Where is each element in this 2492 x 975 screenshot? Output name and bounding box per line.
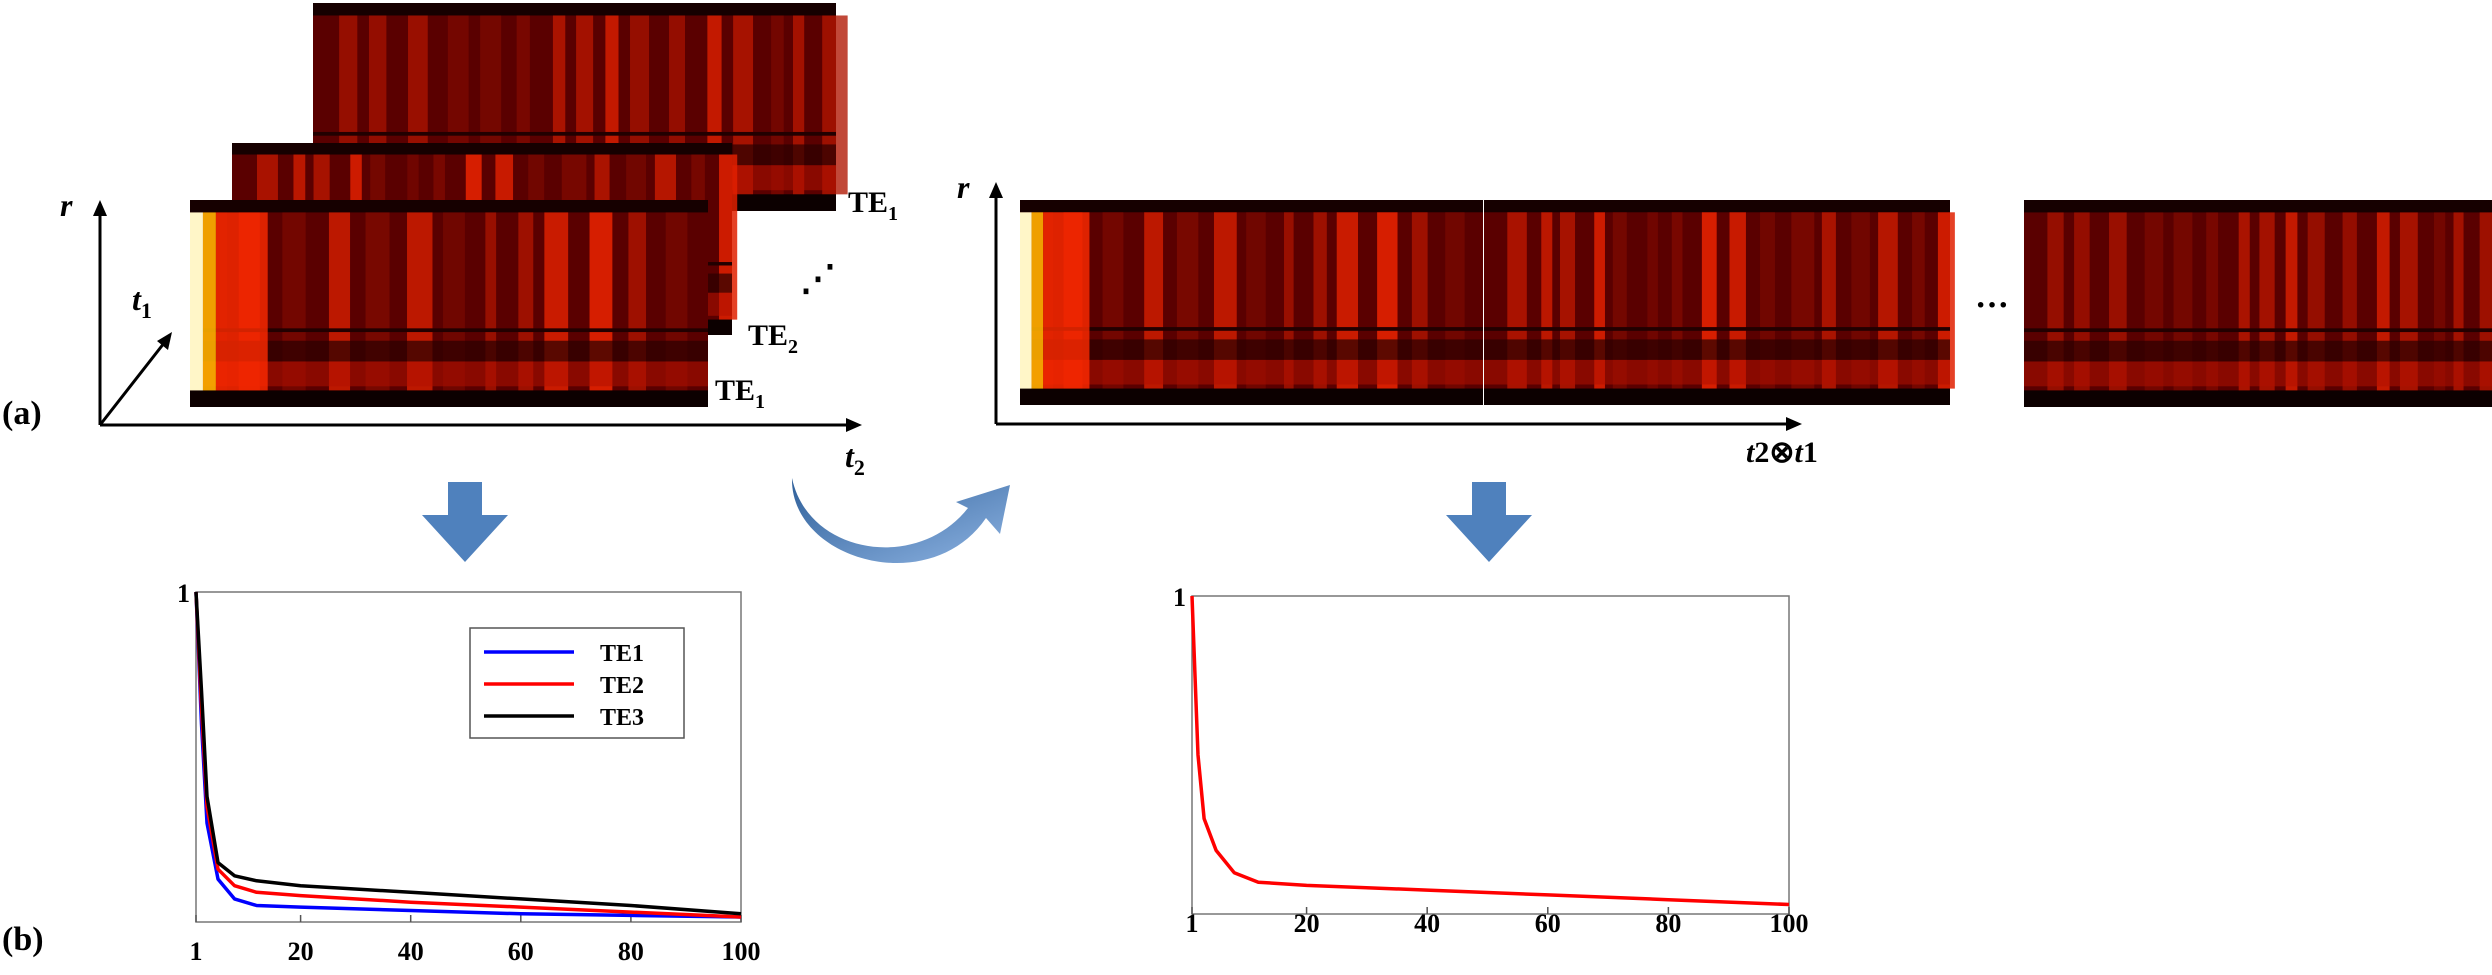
chart-right-ticks [1191,907,1790,914]
left-heatmap-stack [190,3,848,407]
chart-right-series [1190,595,1790,907]
horizontal-ellipsis: ··· [1975,287,2009,324]
stack-label-front: TE1 [715,374,765,413]
left-axis-t1-label: t1 [132,281,152,323]
x-tick-label-100: 100 [1770,909,1809,938]
right-heatmap-row [1020,200,2492,407]
legend-label-te1: TE1 [600,641,644,667]
x-tick-label-1: 1 [1186,909,1199,938]
x-tick-label-100: 100 [722,937,761,966]
left-axes [98,208,855,427]
down-arrow-left [422,482,508,562]
chart-left-series [194,591,742,919]
legend-label-te2: TE2 [600,673,644,699]
x-tick-label-60: 60 [508,937,534,966]
chart-right-tick-labels: 1 20 40 60 80 100 1 [1173,583,1809,938]
decay-chart-left: 1 20 40 60 80 100 1 TE1 TE2 TE3 [177,579,761,966]
x-tick-label-80: 80 [1655,909,1681,938]
x-tick-label-20: 20 [288,937,314,966]
panel-label-b: (b) [2,921,44,958]
left-axis-r-label: r [60,187,73,223]
panel-label-a: (a) [2,395,42,432]
x-tick-label-1: 1 [190,937,203,966]
stack-label-back: TE1 [848,186,898,225]
right-axis-r-label: r [957,169,970,205]
curved-transform-arrow [791,478,1010,564]
right-axis-arrowheads [989,182,1802,431]
chart-right-frame [1191,595,1790,915]
chart-left-frame [195,591,742,923]
right-axis-x-label: t2⊗t1 [1746,436,1818,469]
legend-label-te3: TE3 [600,705,644,731]
heatmap-unfolded-n [2024,200,2492,407]
right-axes [994,190,1795,426]
left-axis-t2-label: t2 [845,438,865,480]
vertical-ellipsis: ⋰ [800,258,836,298]
x-tick-label-40: 40 [1414,909,1440,938]
heatmap-te-front [190,200,708,407]
down-arrow-right [1446,482,1532,562]
decay-chart-right: 1 20 40 60 80 100 1 [1173,583,1809,938]
y-tick-label-1: 1 [1173,583,1186,612]
chart-left-legend: TE1 TE2 TE3 [469,627,685,739]
x-tick-label-60: 60 [1535,909,1561,938]
stack-label-middle: TE2 [748,319,798,358]
y-tick-label-1: 1 [177,579,190,608]
series-line-line-0 [1190,595,1790,907]
x-tick-label-80: 80 [618,937,644,966]
chart-left-tick-labels: 1 20 40 60 80 100 1 [177,579,761,966]
heatmap-unfolded-2 [1484,200,1955,405]
series-line-te3 [194,591,742,916]
left-axis-arrowheads [93,200,862,432]
x-tick-label-40: 40 [398,937,424,966]
heatmap-unfolded-1 [1020,200,1483,405]
x-tick-label-20: 20 [1294,909,1320,938]
